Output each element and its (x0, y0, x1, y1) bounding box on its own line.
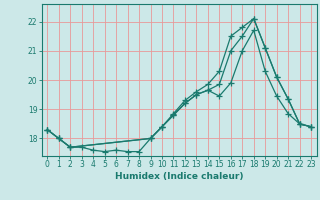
X-axis label: Humidex (Indice chaleur): Humidex (Indice chaleur) (115, 172, 244, 181)
